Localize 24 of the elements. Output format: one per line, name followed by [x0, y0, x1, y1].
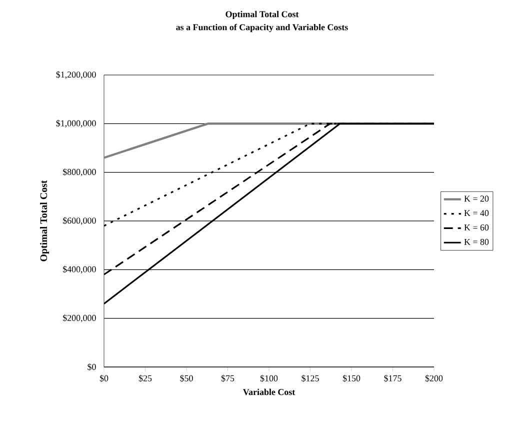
y-tick-label: $0	[88, 363, 96, 371]
x-tick-label: $200	[425, 374, 443, 382]
x-tick-label: $125	[302, 374, 319, 382]
y-tick-label: $600,000	[63, 217, 96, 225]
legend-label: K = 80	[464, 238, 489, 245]
y-tick-label: $800,000	[63, 168, 96, 176]
x-tick-label: $50	[180, 374, 193, 382]
y-tick-label: $400,000	[63, 266, 96, 274]
legend-label: K = 60	[464, 224, 489, 231]
chart-subtitle: as a Function of Capacity and Variable Costs	[176, 24, 348, 32]
x-tick-label: $175	[384, 374, 402, 382]
legend-label: K = 20	[464, 196, 489, 202]
x-tick-label: $0	[100, 374, 108, 382]
y-tick-label: $200,000	[63, 314, 96, 322]
y-tick-label: $1,000,000	[56, 120, 96, 128]
x-axis-title: Variable Cost	[242, 388, 296, 396]
y-axis-title: Optimal Total Cost	[40, 180, 50, 262]
x-tick-label: $150	[342, 374, 360, 382]
x-tick-label: $75	[221, 374, 234, 382]
chart-title: Optimal Total Cost	[226, 10, 299, 20]
y-tick-label: $1,200,000	[56, 71, 96, 79]
legend-label: K = 40	[464, 210, 489, 216]
x-tick-label: $100	[260, 374, 278, 382]
x-tick-label: $25	[138, 374, 152, 382]
